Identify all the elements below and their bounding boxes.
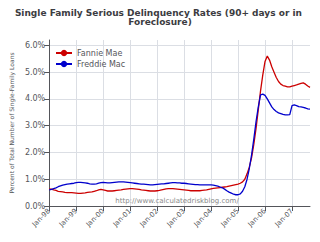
svg-text:Single Family Serious Delinque: Single Family Serious Delinquency Rates … [14, 7, 306, 18]
svg-text:3.0%: 3.0% [25, 121, 46, 130]
svg-text:http://www.calculatedriskblog.: http://www.calculatedriskblog.com/ [115, 197, 239, 205]
svg-text:1.0%: 1.0% [25, 175, 46, 184]
svg-text:Foreclosure): Foreclosure) [128, 17, 192, 27]
svg-text:Percent of Total Number of Sin: Percent of Total Number of Single-Family… [8, 52, 16, 193]
svg-text:5.0%: 5.0% [25, 68, 46, 77]
svg-text:Jan-07: Jan-07 [273, 207, 295, 229]
svg-text:4.0%: 4.0% [25, 94, 46, 103]
svg-text:Jan-00: Jan-00 [84, 207, 106, 229]
svg-text:2.0%: 2.0% [25, 148, 46, 157]
svg-text:Jan-05: Jan-05 [219, 207, 241, 229]
svg-text:Jan-99: Jan-99 [57, 207, 79, 229]
svg-text:Jan-03: Jan-03 [165, 207, 187, 229]
svg-text:Jan-01: Jan-01 [111, 207, 133, 229]
svg-text:Jan-06: Jan-06 [246, 207, 268, 229]
svg-text:Jan-04: Jan-04 [192, 207, 214, 229]
svg-text:Jan-98: Jan-98 [30, 207, 52, 229]
svg-text:0.0%: 0.0% [25, 202, 46, 211]
svg-text:Freddie Mac: Freddie Mac [77, 60, 125, 69]
svg-text:Jan-02: Jan-02 [138, 207, 160, 229]
svg-text:6.0%: 6.0% [25, 41, 46, 50]
svg-text:Fannie Mae: Fannie Mae [77, 49, 122, 58]
